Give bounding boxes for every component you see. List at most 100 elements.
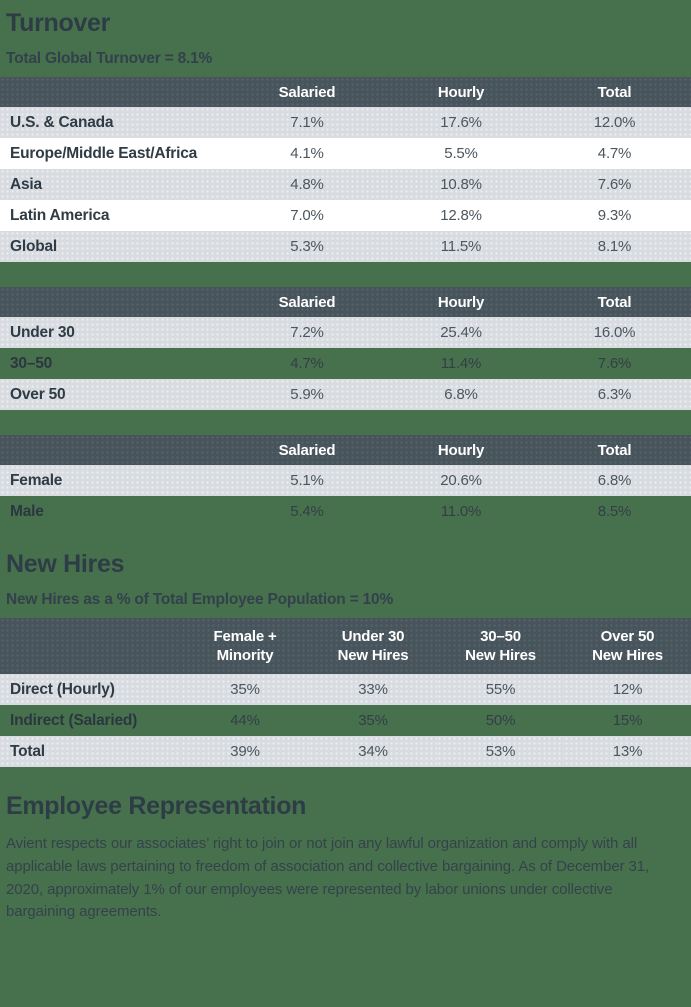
cell-value: 6.3% [538, 379, 691, 410]
cell-value: 4.7% [290, 355, 324, 372]
cell-value: 5.4% [290, 503, 324, 520]
row-label: Under 30 [0, 317, 230, 348]
cell-value: 7.0% [230, 200, 384, 231]
cell-value: 25.4% [384, 317, 538, 348]
column-header-total: Total [538, 435, 691, 465]
turnover-age-table: Salaried Hourly Total Under 30 7.2% 25.4… [0, 287, 691, 410]
cell-value: 53% [437, 736, 564, 767]
row-label: Male [10, 502, 44, 520]
cell-value: 12% [564, 674, 691, 705]
cell-value: 12.8% [384, 200, 538, 231]
cell-value: 5.3% [230, 231, 384, 262]
column-header-empty [0, 435, 230, 465]
turnover-gender-table: Salaried Hourly Total Female 5.1% 20.6% … [0, 435, 691, 527]
cell-value: 20.6% [384, 465, 538, 496]
turnover-subtitle: Total Global Turnover = 8.1% [6, 50, 213, 67]
table-header-row: Female + Minority Under 30 New Hires 30–… [0, 618, 691, 674]
cell-value: 7.1% [230, 107, 384, 138]
table-row-asia: Asia 4.8% 10.8% 7.6% [0, 169, 691, 200]
column-header-salaried: Salaried [230, 77, 384, 107]
employee-representation-section: Employee Representation Avient respects … [0, 767, 691, 924]
row-label: Direct (Hourly) [0, 674, 181, 705]
cell-value: 5.1% [230, 465, 384, 496]
column-header-under-30: Under 30 New Hires [309, 618, 437, 674]
column-header-total: Total [538, 287, 691, 317]
cell-value: 39% [181, 736, 309, 767]
row-label: Asia [0, 169, 230, 200]
new-hires-subtitle: New Hires as a % of Total Employee Popul… [6, 591, 394, 608]
column-header-female-minority: Female + Minority [181, 618, 309, 674]
row-label: Total [0, 736, 181, 767]
column-header-empty [0, 77, 230, 107]
cell-value: 11.4% [440, 355, 482, 372]
row-label: Female [0, 465, 230, 496]
column-header-hourly: Hourly [384, 435, 538, 465]
cell-value: 5.9% [230, 379, 384, 410]
cell-value: 8.1% [538, 231, 691, 262]
table-header-row: Salaried Hourly Total [0, 77, 691, 107]
table-row-global: Global 5.3% 11.5% 8.1% [0, 231, 691, 262]
cell-value: 13% [564, 736, 691, 767]
cell-value: 4.7% [538, 138, 691, 169]
column-header-over-50: Over 50 New Hires [564, 618, 691, 674]
cell-value: 4.1% [230, 138, 384, 169]
cell-value: 6.8% [384, 379, 538, 410]
turnover-region-table: Salaried Hourly Total U.S. & Canada 7.1%… [0, 77, 691, 262]
table-row-female: Female 5.1% 20.6% 6.8% [0, 465, 691, 496]
row-label: Latin America [0, 200, 230, 231]
cell-value: 7.6% [538, 169, 691, 200]
column-header-salaried: Salaried [230, 287, 384, 317]
table-row-30-50: 30–50 4.7% 11.4% 7.6% [0, 348, 691, 379]
employee-representation-title: Employee Representation [6, 792, 307, 820]
cell-value: 50% [485, 712, 516, 729]
cell-value: 10.8% [384, 169, 538, 200]
table-row-emea: Europe/Middle East/Africa 4.1% 5.5% 4.7% [0, 138, 691, 169]
cell-value: 4.8% [230, 169, 384, 200]
cell-value: 55% [437, 674, 564, 705]
new-hires-table: Female + Minority Under 30 New Hires 30–… [0, 618, 691, 767]
cell-value: 7.2% [230, 317, 384, 348]
row-label: Europe/Middle East/Africa [0, 138, 230, 169]
table-header-row: Salaried Hourly Total [0, 287, 691, 317]
table-row-indirect-salaried: Indirect (Salaried) 44% 35% 50% 15% [0, 705, 691, 736]
cell-value: 33% [309, 674, 437, 705]
table-row-total: Total 39% 34% 53% 13% [0, 736, 691, 767]
cell-value: 7.6% [597, 355, 632, 372]
row-label: Global [0, 231, 230, 262]
new-hires-section: New Hires New Hires as a % of Total Empl… [0, 527, 691, 767]
column-header-hourly: Hourly [384, 77, 538, 107]
cell-value: 35% [358, 712, 388, 729]
column-header-salaried: Salaried [230, 435, 384, 465]
new-hires-title: New Hires [6, 550, 125, 578]
cell-value: 8.5% [597, 503, 632, 520]
column-header-empty [0, 618, 181, 674]
cell-value: 9.3% [538, 200, 691, 231]
cell-value: 17.6% [384, 107, 538, 138]
table-row-under-30: Under 30 7.2% 25.4% 16.0% [0, 317, 691, 348]
cell-value: 11.5% [384, 231, 538, 262]
table-row-over-50: Over 50 5.9% 6.8% 6.3% [0, 379, 691, 410]
row-label: Indirect (Salaried) [10, 711, 138, 729]
table-row-direct-hourly: Direct (Hourly) 35% 33% 55% 12% [0, 674, 691, 705]
column-header-30-50: 30–50 New Hires [437, 618, 564, 674]
column-header-total: Total [538, 77, 691, 107]
cell-value: 16.0% [538, 317, 691, 348]
row-label: U.S. & Canada [0, 107, 230, 138]
table-header-row: Salaried Hourly Total [0, 435, 691, 465]
table-row-us-canada: U.S. & Canada 7.1% 17.6% 12.0% [0, 107, 691, 138]
column-header-hourly: Hourly [384, 287, 538, 317]
cell-value: 6.8% [538, 465, 691, 496]
cell-value: 35% [181, 674, 309, 705]
table-row-latin-america: Latin America 7.0% 12.8% 9.3% [0, 200, 691, 231]
cell-value: 44% [230, 712, 260, 729]
cell-value: 12.0% [538, 107, 691, 138]
turnover-title: Turnover [6, 9, 111, 37]
row-label: Over 50 [0, 379, 230, 410]
cell-value: 34% [309, 736, 437, 767]
cell-value: 5.5% [384, 138, 538, 169]
turnover-section: Turnover Total Global Turnover = 8.1% Sa… [0, 9, 691, 527]
column-header-empty [0, 287, 230, 317]
cell-value: 11.0% [440, 503, 482, 520]
row-label: 30–50 [10, 354, 53, 372]
